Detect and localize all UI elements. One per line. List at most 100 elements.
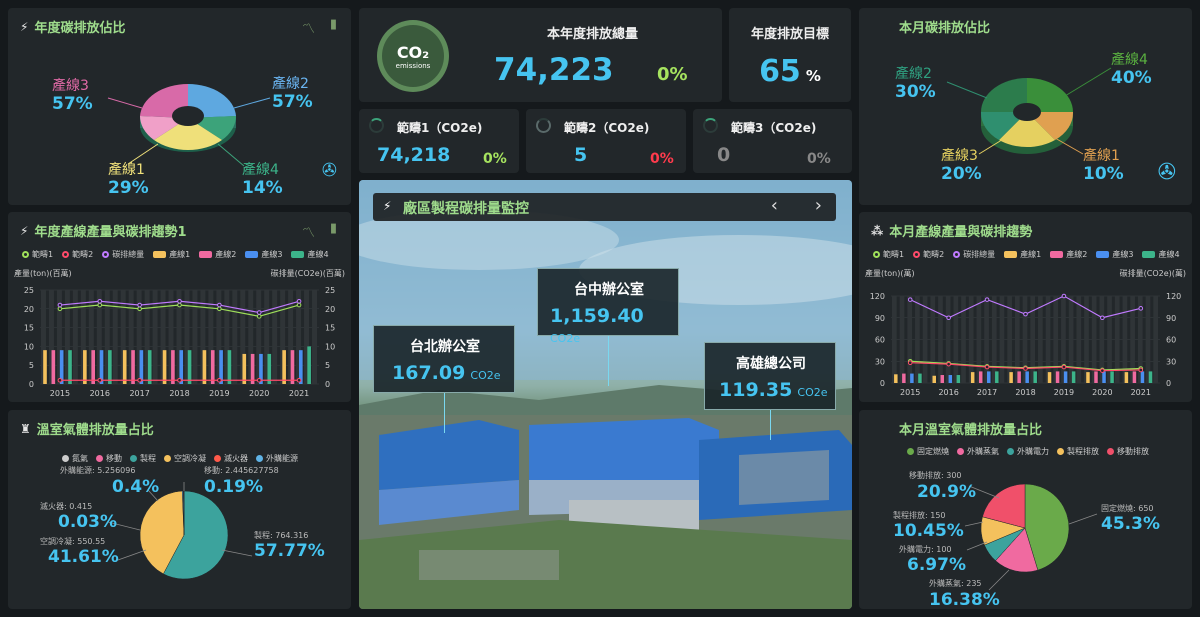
bar-background (1130, 296, 1135, 383)
pie-slice-空調冷凝 (139, 490, 185, 575)
fan-icon[interactable]: ✇ (1157, 160, 1176, 185)
pie-leader-line (221, 549, 253, 557)
bar-background (961, 296, 966, 383)
bar-產線1 (932, 375, 936, 383)
y-tick-label: 120 (870, 292, 885, 301)
site-card-kaohsiung[interactable]: 高雄總公司 119.35 CO2e (704, 342, 836, 410)
label-m-line1: 產線1 (1083, 148, 1120, 164)
bar-chart-icon[interactable]: ▮ (329, 17, 337, 32)
bar-產線4 (307, 346, 311, 384)
scope2-card: 範疇2（CO2e) 5 0% (526, 109, 686, 173)
bar-產線2 (902, 373, 906, 383)
bar-產線1 (202, 350, 207, 384)
monthly-trend-panel: ⁂ 本月產線產量與碳排趨勢 範疇1 範疇2 碳排總量 產線1 產線2 產線3 產… (859, 212, 1192, 402)
scope2-change: 0% (650, 151, 674, 167)
taichung-value: 1,159.40 (550, 305, 644, 327)
next-button[interactable]: › (814, 195, 822, 216)
bar-background (892, 296, 897, 383)
pie-leader-line (107, 521, 141, 531)
bar-產線2 (978, 371, 983, 383)
bar-產線4 (108, 350, 112, 384)
bar-background (1068, 296, 1074, 383)
bolt-icon: ⚡ (20, 223, 29, 238)
ghg-pct-purchased: 0.4% (112, 477, 160, 497)
point-碳排總量 (97, 298, 103, 304)
scope3-label: 範疇3（CO2e) (731, 121, 817, 135)
pie-leader-line (966, 541, 988, 551)
bar-background (120, 290, 126, 384)
bar-產線1 (242, 353, 247, 384)
site-card-taipei[interactable]: 台北辦公室 167.09 CO2e (373, 325, 515, 393)
y-tick-label: 60 (875, 336, 885, 345)
bar-產線2 (1017, 371, 1021, 383)
point-碳排總量 (984, 297, 990, 302)
y2-tick-label: 60 (1166, 336, 1176, 345)
prev-button[interactable]: ‹ (770, 195, 778, 216)
monthly-share-panel: 本月碳排放佔比 產線2 30% 產線4 40% 產線3 20% 產線1 10% … (859, 8, 1192, 205)
monthly-trend-chart: 0 0 30 30 60 60 90 90 120 120 2015 2016 2017 2018 2019… (870, 292, 1182, 397)
point-碳排總量 (1023, 311, 1028, 317)
point-碳排總量 (296, 298, 302, 304)
bar-產線3 (99, 350, 104, 384)
bar-產線2 (131, 350, 135, 384)
y-tick-label: 0 (880, 379, 885, 388)
bar-產線2 (51, 350, 56, 384)
bar-background (41, 290, 46, 384)
bar-產線3 (910, 373, 914, 383)
pct-line2: 57% (272, 92, 313, 112)
point-範疇2 (177, 377, 182, 383)
bar-background (288, 290, 294, 384)
point-碳排總量 (1100, 315, 1105, 321)
line-chart-icon[interactable]: 〽 (301, 22, 315, 37)
bar-產線2 (250, 353, 255, 384)
point-碳排總量 (256, 310, 262, 315)
bar-產線2 (940, 375, 945, 383)
bar-產線2 (1094, 371, 1098, 383)
x-tick-label: 2018 (1015, 388, 1035, 397)
total-title: 本年度排放總量 (547, 27, 639, 42)
pct-line1: 29% (108, 178, 149, 198)
left-axis-title: 產量(ton)(萬) (865, 269, 915, 278)
bar-background (256, 290, 262, 384)
bar-產線2 (290, 350, 295, 384)
bar-產線3 (1140, 371, 1145, 383)
monthly-ghg-legend: 固定燃燒 外購蒸氣 外購電力 製程排放 移動排放 (907, 446, 1149, 457)
bar-產線2 (91, 350, 96, 384)
x-tick-label: 2015 (900, 388, 920, 397)
left-axis-title: 產量(ton)(百萬) (14, 269, 72, 278)
monthly-ghg-title: 本月溫室氣體排放量占比 (899, 423, 1043, 438)
bolt-icon: ⚡ (20, 19, 29, 34)
pct-line3: 57% (52, 94, 93, 114)
point-範疇2 (1061, 364, 1067, 370)
site-card-taichung[interactable]: 台中辦公室 1,159.40 CO2e (537, 268, 679, 345)
point-範疇2 (137, 377, 142, 383)
y2-tick-label: 10 (325, 342, 335, 351)
x-tick-label: 2016 (938, 388, 958, 397)
point-範疇1 (256, 314, 262, 319)
bar-產線4 (956, 375, 961, 383)
point-範疇1 (217, 306, 222, 312)
bar-產線3 (179, 350, 184, 384)
bar-background (240, 290, 246, 384)
bar-chart-icon[interactable]: ▮ (329, 221, 337, 236)
bar-background (1038, 296, 1043, 383)
bar-產線4 (1071, 371, 1076, 383)
bar-background (953, 296, 959, 383)
line-chart-icon[interactable]: 〽 (301, 226, 315, 241)
point-範疇2 (984, 364, 990, 370)
label-line4: 產線4 (242, 162, 279, 178)
point-範疇1 (137, 306, 142, 312)
scope2-value: 5 (574, 144, 588, 166)
target-title: 年度排放目標 (750, 27, 829, 42)
bolt-icon: ⚡ (383, 199, 392, 213)
point-碳排總量 (907, 297, 913, 302)
total-change: 0% (657, 64, 688, 85)
x-tick-label: 2021 (1131, 388, 1151, 397)
y-tick-label: 30 (875, 357, 885, 366)
point-範疇2 (217, 377, 222, 383)
bar-產線3 (298, 350, 303, 384)
scope3-card: 範疇3（CO2e) 0 0% (693, 109, 852, 173)
fan-icon[interactable]: ✇ (321, 160, 337, 181)
factory-icon: ♜ (20, 421, 31, 436)
